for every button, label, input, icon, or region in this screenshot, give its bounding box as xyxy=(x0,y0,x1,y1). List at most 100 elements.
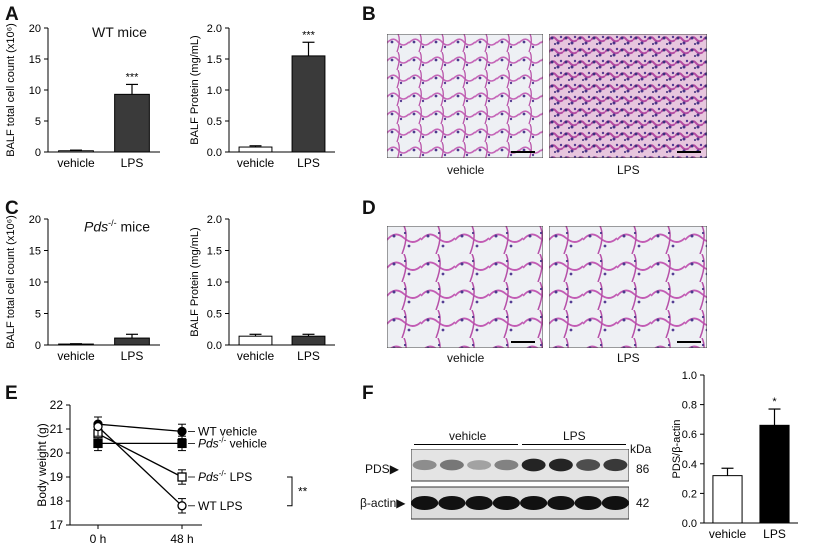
panel-a-charts: 0 5 10 15 20 BALF total cell count (x10⁶) vehi… xyxy=(5,23,335,170)
c-cell-count-x-tick-label: LPS xyxy=(121,349,144,363)
a-protein-y-label: BALF Protein (mg/mL) xyxy=(189,35,201,144)
e-data-point xyxy=(177,426,187,437)
e-data-point xyxy=(93,421,103,432)
blot-kda-pds: 86 xyxy=(636,462,650,476)
blot-row-label-actin: β-actin▶ xyxy=(360,496,406,510)
micrograph-d-label-lps: LPS xyxy=(617,351,640,365)
a-cell-count-y-tick-label: 10 xyxy=(29,85,41,97)
blot-band-pds xyxy=(548,458,573,472)
blot-band-actin xyxy=(520,496,548,510)
blot-band-pds xyxy=(467,460,492,470)
c-cell-count-y-tick-label: 0 xyxy=(35,340,41,352)
c-protein-y-tick-label: 1.5 xyxy=(207,246,222,258)
a-protein-bar xyxy=(291,55,326,153)
wt-mice-label: WT mice xyxy=(92,24,147,40)
c-cell-count-y-tick-label: 20 xyxy=(29,214,41,226)
a-protein-x-tick-label: vehicle xyxy=(237,156,275,170)
c-protein-x-tick-label: LPS xyxy=(297,349,320,363)
c-protein-y-label: BALF Protein (mg/mL) xyxy=(189,227,201,336)
c-cell-count-y-tick-label: 10 xyxy=(29,277,41,289)
e-y-tick-label: 18 xyxy=(50,494,64,508)
e-x-tick-label: 0 h xyxy=(90,532,107,544)
f-quant-bar xyxy=(759,424,790,524)
e-y-tick-label: 20 xyxy=(50,446,64,460)
panel-label-f: F xyxy=(362,383,374,404)
a-protein-y-tick-label: 1.0 xyxy=(207,85,222,97)
blot-band-pds xyxy=(521,458,546,472)
a-cell-count-y-label: BALF total cell count (x10⁶) xyxy=(5,23,17,157)
a-cell-count-y-tick-label: 0 xyxy=(35,147,41,159)
micrograph-d-label-vehicle: vehicle xyxy=(447,351,485,365)
a-protein-y-tick-label: 1.5 xyxy=(207,54,222,66)
e-series-label: Pds-/- vehicle xyxy=(198,435,267,450)
blot-kda-actin: 42 xyxy=(636,496,650,510)
a-protein-significance: *** xyxy=(302,29,316,41)
blot-row-label-pds: PDS▶ xyxy=(365,462,399,476)
blot-band-actin xyxy=(438,496,466,510)
blot-band-actin xyxy=(465,496,493,510)
panel-f-chart: 0.0 0.2 0.4 0.6 0.8 1.0 PDS/β-actin vehicle LPS * xyxy=(671,370,798,541)
e-series-line xyxy=(97,426,183,507)
a-cell-count-y-tick-label: 15 xyxy=(29,54,41,66)
c-protein-bar xyxy=(291,335,326,346)
c-cell-count-y-tick-label: 5 xyxy=(35,309,41,321)
c-cell-count-y-label: BALF total cell count (x10⁶) xyxy=(5,215,17,349)
a-cell-count-y-tick-label: 20 xyxy=(29,23,41,35)
e-y-tick-label: 17 xyxy=(50,518,64,532)
c-cell-count-bar xyxy=(114,337,150,346)
micrograph-d-lps xyxy=(549,226,707,348)
f-quant-y-tick-label: 0.6 xyxy=(682,429,697,441)
micrograph-b-label-lps: LPS xyxy=(617,163,640,177)
c-cell-count-x-tick-label: vehicle xyxy=(57,349,95,363)
f-quant-y-tick-label: 0.4 xyxy=(682,459,697,471)
pds-mice-label: Pds-/- mice xyxy=(84,218,151,235)
c-protein-y-tick-label: 0.5 xyxy=(207,309,222,321)
f-quant-y-tick-label: 0.0 xyxy=(682,518,697,530)
e-data-point xyxy=(177,438,187,449)
blot-band-actin xyxy=(574,496,602,510)
c-protein-y-tick-label: 1.0 xyxy=(207,277,222,289)
blot-group-line-lps xyxy=(522,444,626,445)
f-quant-y-label: PDS/β-actin xyxy=(671,420,683,479)
a-protein-y-tick-label: 2.0 xyxy=(207,23,222,35)
e-series-label: WT vehicle xyxy=(198,424,257,438)
e-x-tick-label: 48 h xyxy=(170,532,193,544)
blot-band-pds xyxy=(494,459,519,471)
e-y-tick-label: 22 xyxy=(50,398,64,412)
c-protein-x-tick-label: vehicle xyxy=(237,349,275,363)
panel-label-b: B xyxy=(362,4,376,25)
c-protein-y-tick-label: 0.0 xyxy=(207,340,222,352)
blot-band-pds xyxy=(576,459,601,471)
e-data-point xyxy=(177,501,187,511)
blot-band-pds xyxy=(439,459,464,471)
e-series-line xyxy=(97,423,183,433)
c-cell-count-y-tick-label: 15 xyxy=(29,246,41,258)
f-quant-bar xyxy=(712,475,743,524)
a-cell-count-bar xyxy=(114,93,150,153)
western-blot: vehicle LPS kDa PDS▶ β-actin▶ 86 42 xyxy=(360,420,660,544)
blot-group-lps: LPS xyxy=(563,429,586,443)
a-cell-count-x-tick-label: vehicle xyxy=(57,156,95,170)
blot-image xyxy=(411,449,629,520)
e-data-point xyxy=(177,472,187,482)
panel-label-d: D xyxy=(362,198,376,219)
a-protein-y-tick-label: 0.5 xyxy=(207,116,222,128)
kda-label: kDa xyxy=(630,442,652,456)
f-quant-significance: * xyxy=(772,396,777,408)
a-cell-count-x-tick-label: LPS xyxy=(121,156,144,170)
e-series-label: Pds-/- LPS xyxy=(198,469,252,484)
f-quant-y-tick-label: 0.8 xyxy=(682,400,697,412)
blot-band-actin xyxy=(492,496,520,510)
a-protein-x-tick-label: LPS xyxy=(297,156,320,170)
micrograph-b-vehicle xyxy=(387,34,543,158)
e-significance: ** xyxy=(298,484,308,498)
c-protein-y-tick-label: 2.0 xyxy=(207,214,222,226)
a-cell-count-significance: *** xyxy=(126,71,140,83)
e-y-tick-label: 21 xyxy=(50,422,64,436)
blot-group-line-vehicle xyxy=(414,444,518,445)
e-series-label: WT LPS xyxy=(198,499,242,513)
blot-group-vehicle: vehicle xyxy=(449,429,487,443)
f-quant-y-tick-label: 1.0 xyxy=(682,370,697,382)
panel-label-e: E xyxy=(5,383,18,404)
